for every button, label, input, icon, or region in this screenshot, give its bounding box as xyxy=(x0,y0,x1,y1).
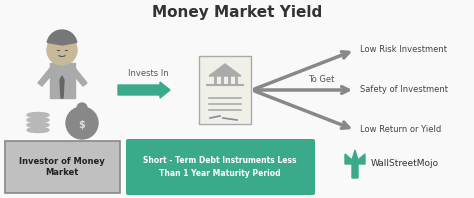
Text: To Get: To Get xyxy=(308,75,334,85)
Polygon shape xyxy=(60,76,64,98)
Ellipse shape xyxy=(27,123,49,128)
Circle shape xyxy=(66,107,98,139)
Text: Money Market Yield: Money Market Yield xyxy=(152,6,322,21)
FancyArrow shape xyxy=(118,82,170,98)
Ellipse shape xyxy=(27,117,49,123)
Circle shape xyxy=(47,35,77,65)
Text: WallStreetMojo: WallStreetMojo xyxy=(371,160,439,168)
Text: Invests In: Invests In xyxy=(128,69,168,77)
FancyBboxPatch shape xyxy=(5,141,120,193)
Ellipse shape xyxy=(27,112,49,117)
Polygon shape xyxy=(345,150,365,178)
Text: Short - Term Debt Instruments Less
Than 1 Year Maturity Period: Short - Term Debt Instruments Less Than … xyxy=(143,156,297,178)
Text: Low Risk Investment: Low Risk Investment xyxy=(360,46,447,54)
Text: Safety of Investment: Safety of Investment xyxy=(360,86,448,94)
Text: $: $ xyxy=(79,120,85,130)
Ellipse shape xyxy=(27,128,49,132)
Polygon shape xyxy=(209,64,241,76)
FancyBboxPatch shape xyxy=(199,56,251,124)
Text: Low Return or Yield: Low Return or Yield xyxy=(360,126,441,134)
Text: Investor of Money
Market: Investor of Money Market xyxy=(19,157,105,177)
Polygon shape xyxy=(71,68,87,86)
Wedge shape xyxy=(47,30,77,45)
FancyBboxPatch shape xyxy=(126,139,315,195)
Polygon shape xyxy=(38,68,54,86)
Circle shape xyxy=(77,103,87,113)
Polygon shape xyxy=(50,63,75,98)
